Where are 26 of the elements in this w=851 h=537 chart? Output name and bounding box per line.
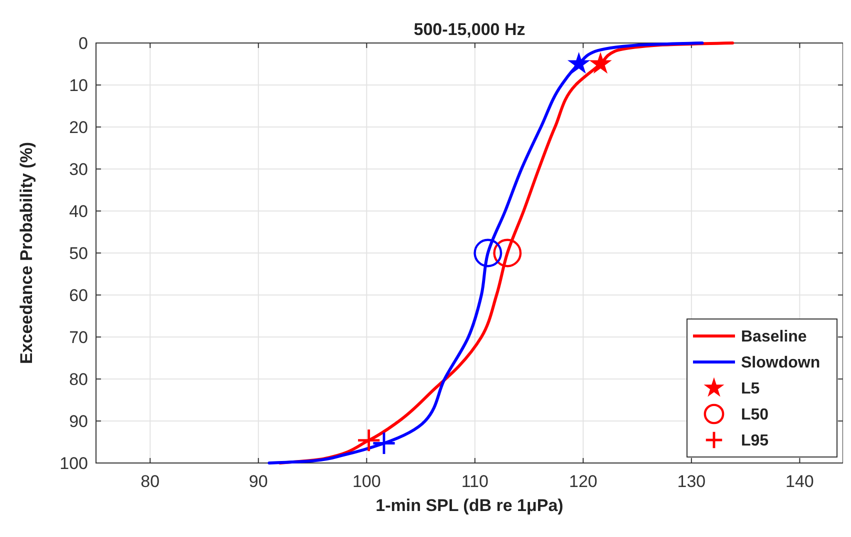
legend-label: L5 [741, 380, 760, 398]
y-tick-label: 80 [69, 370, 88, 389]
y-tick-label: 70 [69, 328, 88, 347]
legend-label: L50 [741, 406, 769, 424]
legend-label: Baseline [741, 328, 807, 346]
x-tick-label: 80 [140, 472, 160, 491]
y-tick-label: 50 [69, 244, 88, 263]
y-tick-label: 60 [69, 286, 88, 305]
y-axis-title: Exceedance Probability (%) [17, 142, 36, 364]
y-tick-label: 100 [60, 454, 88, 473]
x-axis-title: 1-min SPL (dB re 1μPa) [376, 496, 564, 515]
y-tick-label: 30 [69, 160, 88, 179]
chart-title: 500-15,000 Hz [414, 20, 526, 39]
legend-label: L95 [741, 432, 769, 450]
y-tick-label: 0 [78, 34, 88, 53]
x-tick-label: 90 [248, 472, 268, 491]
x-tick-label: 110 [461, 472, 488, 491]
x-tick-label: 130 [677, 472, 706, 491]
y-tick-label: 10 [69, 76, 88, 95]
y-tick-label: 20 [69, 118, 88, 137]
y-tick-label: 90 [69, 412, 88, 431]
x-tick-label: 140 [786, 472, 814, 491]
x-tick-label: 120 [568, 472, 598, 491]
x-tick-label: 100 [352, 472, 381, 491]
y-tick-label: 40 [69, 202, 88, 221]
legend-label: Slowdown [741, 354, 820, 372]
